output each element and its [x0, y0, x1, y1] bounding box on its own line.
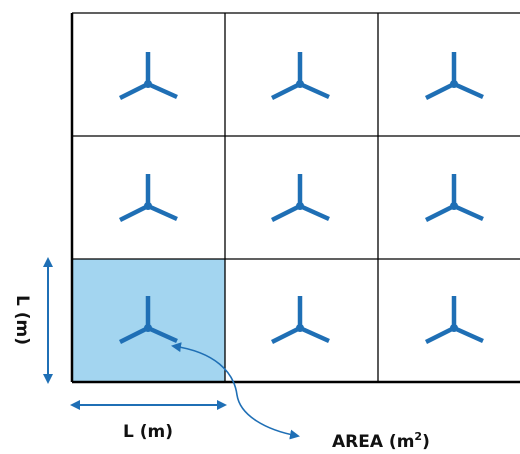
area-label-prefix: AREA (m [332, 432, 414, 452]
area-label-suffix: ) [422, 432, 430, 452]
wind-turbine-icon [118, 174, 178, 223]
vertical-dimension-label: L (m) [12, 295, 32, 345]
wind-turbine-icon [118, 52, 178, 101]
horizontal-dimension-label: L (m) [123, 422, 173, 442]
area-label: AREA (m2) [332, 430, 430, 452]
wind-turbine-icon [118, 296, 178, 345]
wind-turbine-icon [270, 296, 330, 345]
area-pointer-arrow [171, 342, 300, 440]
wind-turbine-icon [270, 174, 330, 223]
wind-turbine-icon [270, 52, 330, 101]
wind-turbine-icon [424, 174, 484, 223]
turbine-grid [70, 12, 520, 384]
wind-turbine-icon [424, 52, 484, 101]
wind-turbine-icon [424, 296, 484, 345]
area-label-superscript: 2 [414, 430, 422, 443]
turbine-layer [118, 52, 484, 345]
